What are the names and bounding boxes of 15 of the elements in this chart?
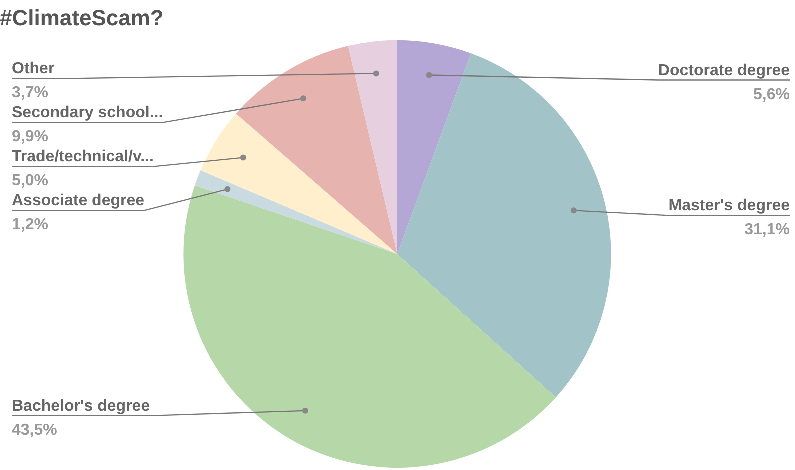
- chart-title: #ClimateScam?: [0, 5, 164, 30]
- slice-label: Doctorate degree: [658, 62, 790, 80]
- slice-label: Secondary school...: [12, 104, 164, 122]
- slice-label: Bachelor's degree: [12, 398, 150, 415]
- data-label: 43,5%: [12, 422, 58, 439]
- data-label: 31,1%: [744, 222, 790, 239]
- slice-label: Associate degree: [12, 192, 145, 210]
- data-label: 3,7%: [12, 84, 48, 102]
- data-label: 5,6%: [754, 86, 790, 104]
- data-label: 9,9%: [12, 128, 48, 146]
- slice-label: Other: [12, 60, 55, 78]
- slice-label: Master's degree: [668, 198, 790, 215]
- data-label: 5,0%: [12, 172, 48, 190]
- slice-label: Trade/technical/v...: [12, 148, 154, 166]
- data-label: 1,2%: [12, 216, 48, 234]
